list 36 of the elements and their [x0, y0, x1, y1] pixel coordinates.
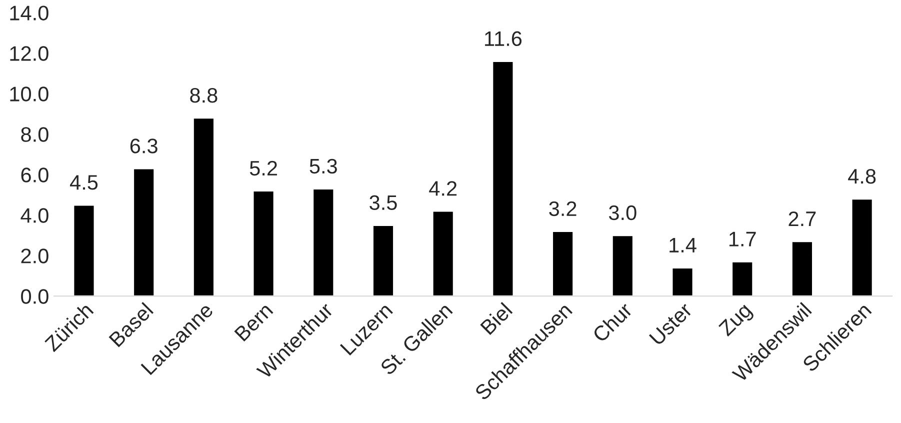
bar — [372, 224, 394, 296]
data-label: 11.6 — [485, 31, 522, 46]
data-label: 4.5 — [70, 175, 98, 190]
data-label: 1.7 — [729, 232, 756, 246]
data-label: 4.8 — [848, 168, 876, 184]
bar — [731, 260, 754, 296]
y-tick-label: 8.0 — [21, 127, 48, 142]
bar — [252, 190, 275, 296]
y-tick-label: 12.0 — [10, 46, 48, 61]
bar — [611, 234, 634, 296]
data-label: 5.2 — [250, 160, 277, 176]
data-label: 5.3 — [310, 158, 337, 174]
y-tick-label: 6.0 — [21, 168, 48, 182]
y-tick-label: 2.0 — [21, 248, 48, 264]
y-tick-label: 10.0 — [10, 86, 48, 102]
bar — [850, 198, 874, 296]
data-label: 3.5 — [370, 195, 397, 210]
bar — [192, 117, 215, 296]
bar — [552, 230, 574, 296]
bar — [132, 168, 156, 296]
data-label: 1.4 — [670, 238, 696, 252]
data-label: 3.2 — [549, 201, 576, 216]
data-label: 6.3 — [130, 138, 158, 154]
data-label: 3.0 — [608, 205, 636, 220]
y-tick-label: 4.0 — [20, 208, 48, 223]
y-tick-label: 14.0 — [10, 6, 48, 20]
data-label: 8.8 — [190, 88, 218, 103]
bar — [72, 204, 96, 296]
bar — [791, 240, 814, 296]
bar — [492, 60, 514, 296]
bar — [312, 188, 335, 296]
data-label: 2.7 — [788, 211, 816, 226]
data-label: 4.2 — [429, 181, 457, 196]
bar — [671, 267, 694, 296]
bar — [432, 210, 454, 296]
y-tick-label: 0.0 — [21, 289, 48, 304]
